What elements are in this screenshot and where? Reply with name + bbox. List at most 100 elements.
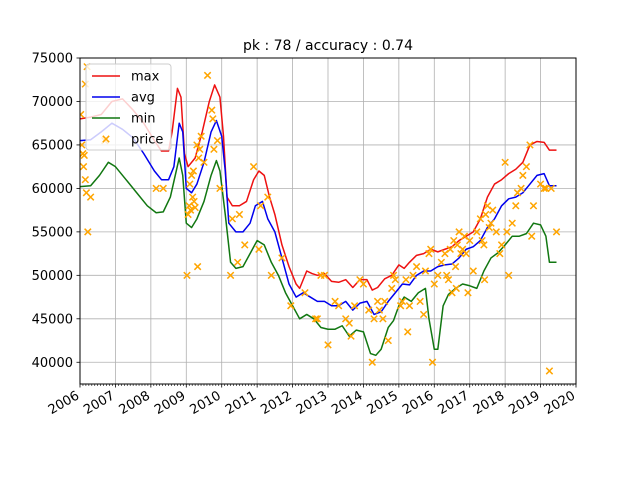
price-point xyxy=(311,315,320,323)
price-point xyxy=(190,197,198,206)
price-point xyxy=(84,228,92,236)
price-point xyxy=(255,245,263,253)
price-point xyxy=(419,310,428,319)
price-point xyxy=(481,210,490,219)
price-point xyxy=(473,228,481,236)
price-point xyxy=(428,358,437,366)
price-point xyxy=(480,275,489,284)
price-point xyxy=(208,106,216,114)
price-point xyxy=(416,297,424,306)
price-point xyxy=(191,203,199,212)
price-point xyxy=(241,241,249,249)
price-point xyxy=(313,315,322,323)
price-point xyxy=(380,297,389,306)
price-point xyxy=(529,202,538,210)
price-point xyxy=(526,141,534,149)
price-point xyxy=(256,202,265,210)
y-tick-label: 45000 xyxy=(32,312,73,327)
price-point xyxy=(226,271,235,280)
price-point xyxy=(249,162,258,171)
price-point xyxy=(235,210,244,219)
price-point xyxy=(301,288,309,297)
legend-box xyxy=(85,63,172,151)
legend: max avg min price xyxy=(85,63,172,151)
price-point xyxy=(489,206,497,214)
price-point xyxy=(188,193,197,201)
series-layer xyxy=(80,62,561,375)
price-point xyxy=(264,193,272,201)
y-tick-label: 50000 xyxy=(32,269,73,284)
price-point xyxy=(469,267,477,275)
price-point xyxy=(193,141,201,149)
price-point xyxy=(368,358,377,366)
price-point xyxy=(427,245,435,253)
price-point xyxy=(512,202,520,210)
price-point xyxy=(186,206,195,214)
price-point xyxy=(267,271,276,280)
price-point xyxy=(384,336,392,345)
price-point xyxy=(278,254,286,262)
price-point xyxy=(487,219,495,227)
price-point xyxy=(80,162,88,171)
price-point xyxy=(359,280,368,288)
price-point xyxy=(540,184,548,193)
price-point xyxy=(183,271,191,280)
price-point xyxy=(437,258,446,267)
price-point xyxy=(396,302,405,310)
legend-label-min: min xyxy=(131,112,156,127)
price-point xyxy=(350,302,359,310)
price-point xyxy=(464,288,472,297)
price-point xyxy=(334,302,343,310)
price-point xyxy=(501,158,509,167)
price-point xyxy=(497,241,506,249)
legend-label-price: price xyxy=(131,133,163,148)
price-point xyxy=(345,319,353,327)
legend-label-avg: avg xyxy=(131,91,155,106)
price-point xyxy=(504,271,513,280)
legend-swatch-price xyxy=(102,135,110,143)
price-point xyxy=(485,223,493,232)
price-point xyxy=(451,262,460,271)
price-point xyxy=(462,249,470,258)
price-point xyxy=(365,306,373,314)
price-point xyxy=(492,228,501,236)
series-line-min xyxy=(80,157,557,357)
price-point xyxy=(478,236,486,245)
price-point xyxy=(216,184,224,193)
price-point xyxy=(442,271,451,280)
price-point xyxy=(398,297,407,306)
price-point xyxy=(200,158,208,167)
price-point xyxy=(187,171,196,180)
price-point xyxy=(409,271,417,280)
price-point xyxy=(547,184,555,193)
price-point xyxy=(210,145,218,154)
price-point xyxy=(430,280,439,288)
price-point xyxy=(522,162,531,171)
price-point xyxy=(480,241,488,249)
price-point xyxy=(421,267,430,275)
price-point xyxy=(213,136,222,145)
price-point xyxy=(434,271,442,280)
y-tick-label: 40000 xyxy=(32,356,73,371)
y-tick-label: 60000 xyxy=(32,182,73,197)
price-point xyxy=(389,271,398,280)
price-point xyxy=(402,275,410,284)
price-point xyxy=(391,275,400,284)
price-point xyxy=(517,184,525,193)
price-point xyxy=(503,228,511,236)
chart-title: pk : 78 / accuracy : 0.74 xyxy=(243,38,413,54)
price-point xyxy=(496,249,504,258)
price-point xyxy=(80,141,86,149)
price-point xyxy=(465,236,474,245)
price-point xyxy=(80,151,88,160)
price-point xyxy=(287,302,295,310)
price-point xyxy=(196,145,204,154)
price-point xyxy=(519,171,527,180)
price-point xyxy=(152,184,160,193)
y-tick-label: 75000 xyxy=(32,52,73,67)
price-point xyxy=(425,249,433,258)
price-point xyxy=(552,228,561,236)
price-point xyxy=(209,115,217,123)
